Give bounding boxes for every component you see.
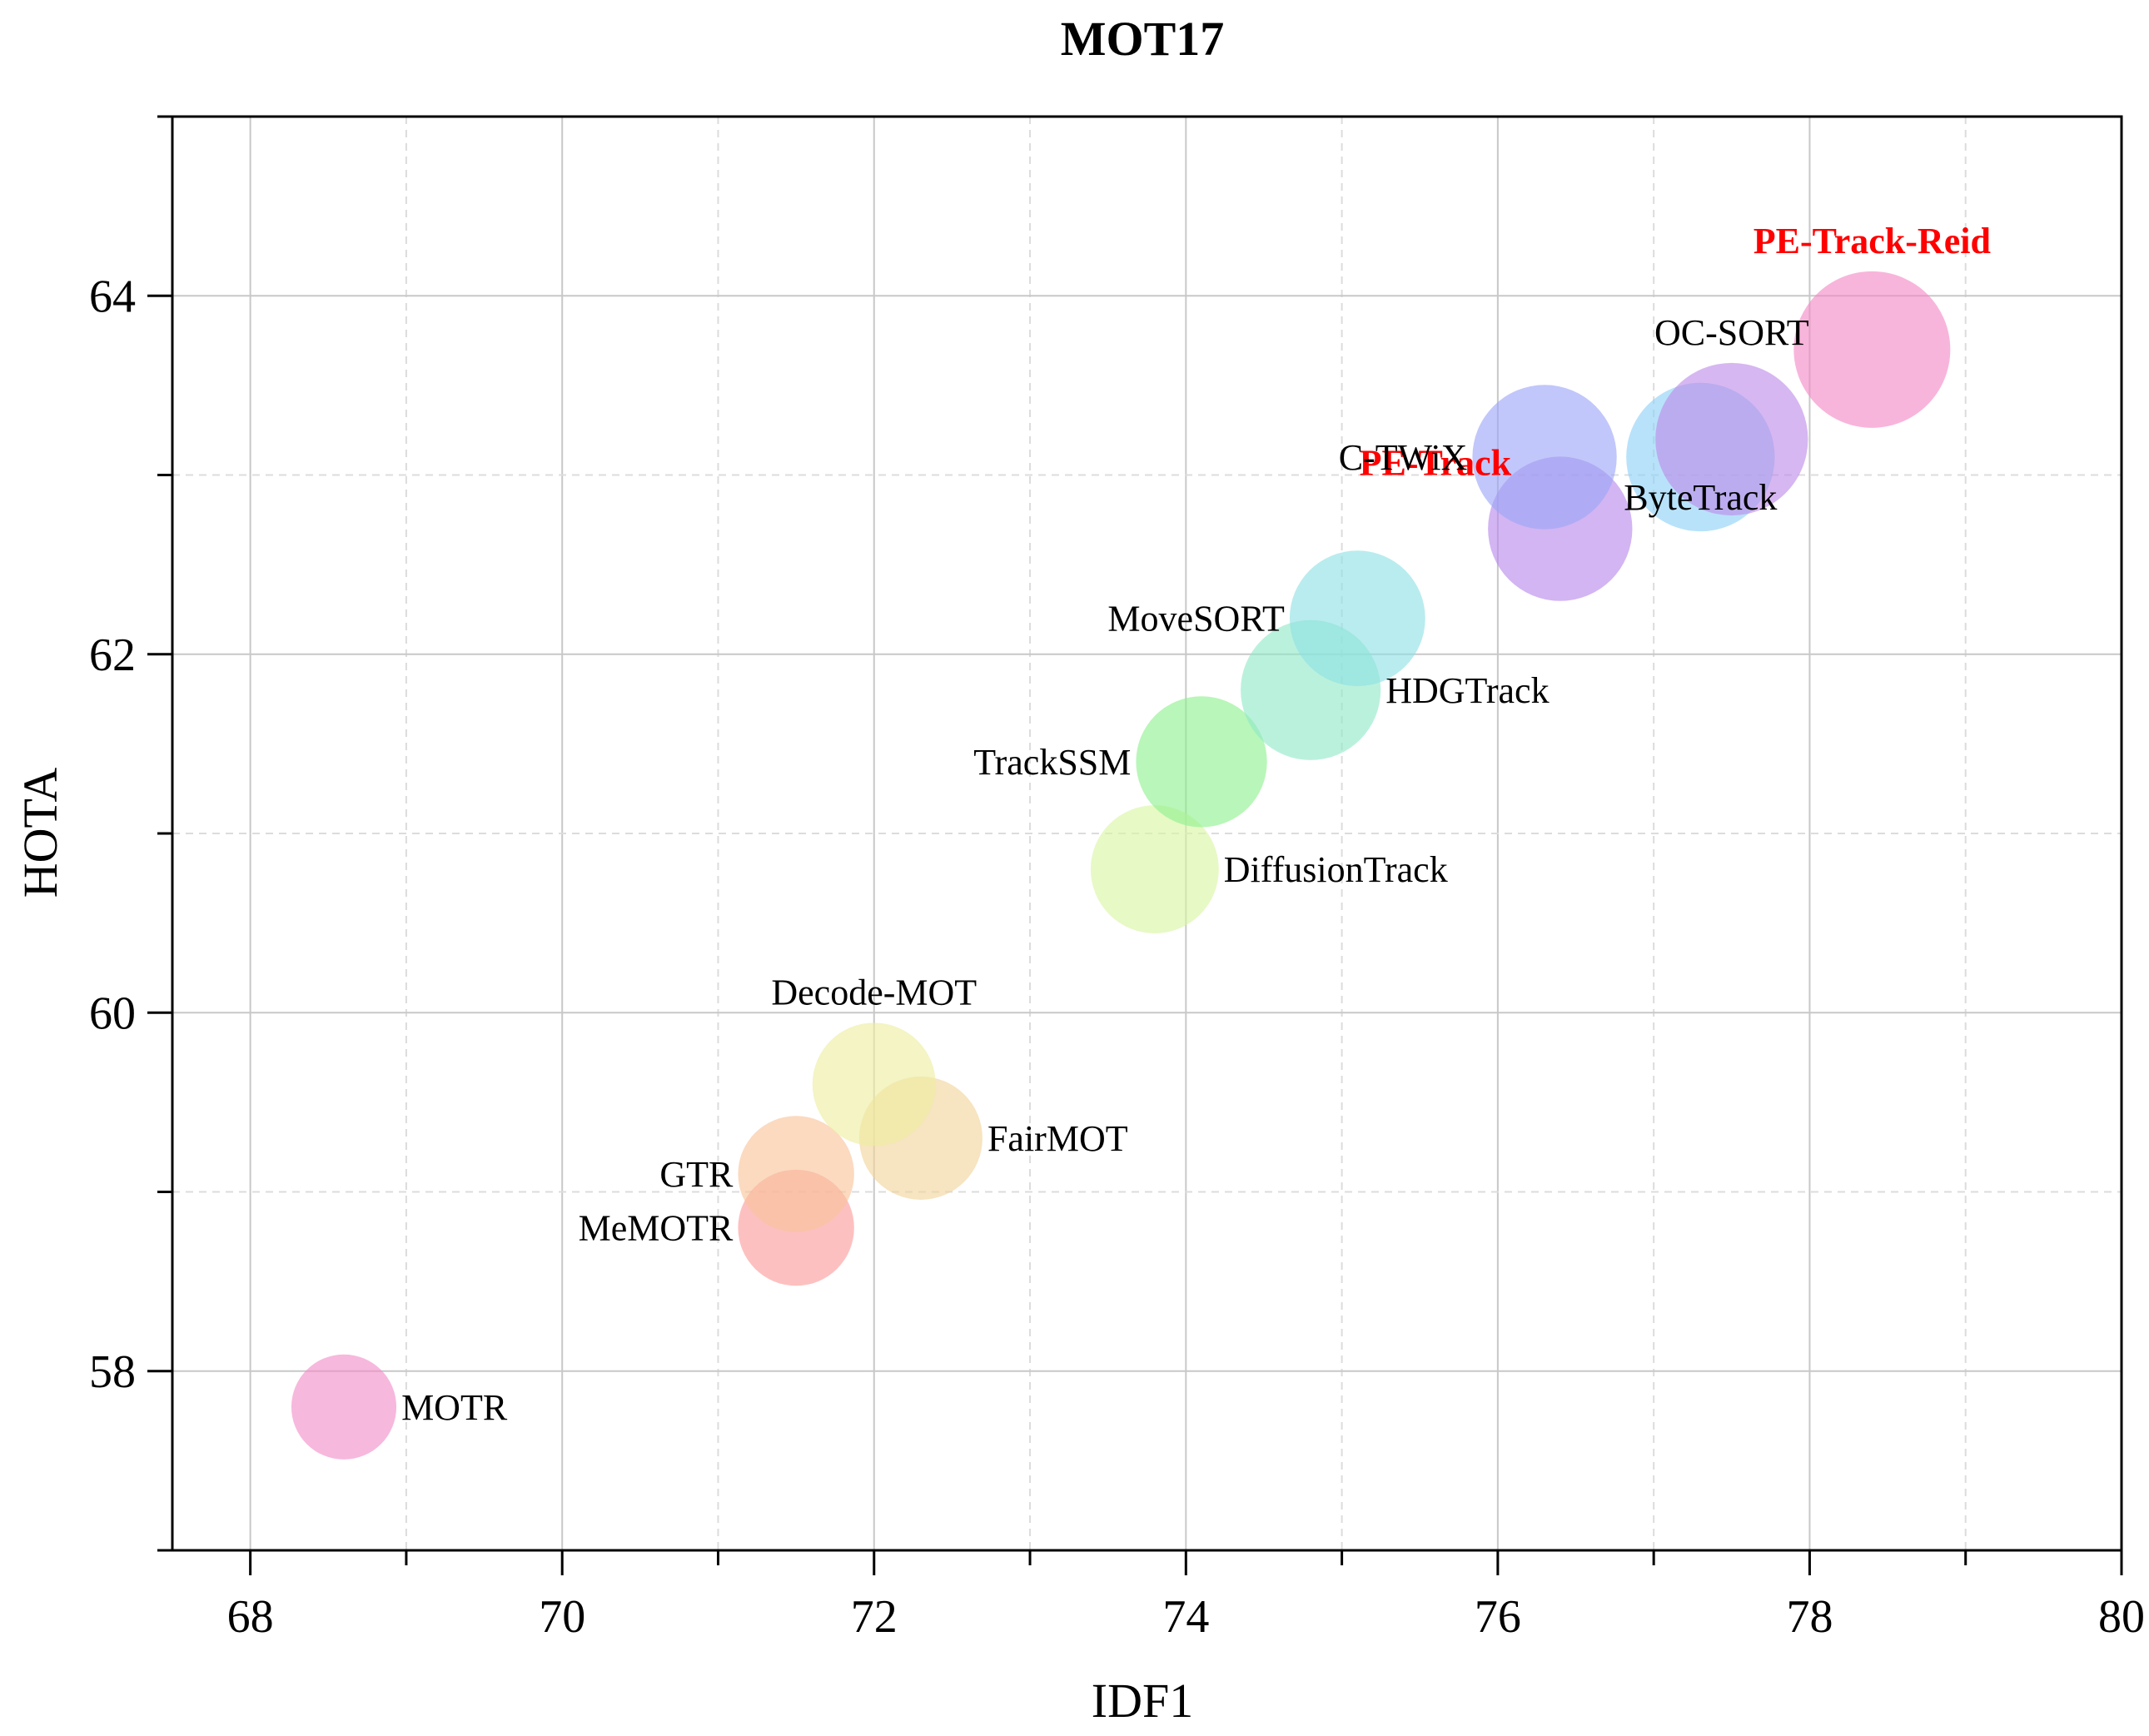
bubble-c-twix xyxy=(1472,385,1617,530)
bubble-labels: MOTR MeMOTR GTR FairMOT Decode-MOT DiffusionT… xyxy=(401,221,1991,1428)
label-diffusiontrack: DiffusionTrack xyxy=(1224,849,1448,890)
label-trackssm: TrackSSM xyxy=(973,742,1131,783)
label-c-twix: C-TWiX xyxy=(1339,437,1468,478)
label-gtr: GTR xyxy=(659,1154,734,1195)
x-tick-label: 68 xyxy=(227,1591,274,1643)
axes xyxy=(147,115,2123,1575)
bubble-movesort xyxy=(1289,550,1425,687)
y-tick-label: 64 xyxy=(89,271,136,322)
label-bytetrack: ByteTrack xyxy=(1624,477,1777,518)
label-memotr: MeMOTR xyxy=(579,1208,734,1249)
x-tick-label: 80 xyxy=(2098,1591,2145,1643)
label-oc-sort: OC-SORT xyxy=(1654,312,1809,353)
y-tick-label: 60 xyxy=(89,987,136,1039)
chart-title: MOT17 xyxy=(1061,12,1225,66)
bubble-motr xyxy=(291,1354,397,1460)
y-axis-title: HOTA xyxy=(13,768,67,898)
x-tick-label: 76 xyxy=(1475,1591,1521,1643)
label-motr: MOTR xyxy=(401,1387,508,1428)
bubble-diffusiontrack xyxy=(1090,805,1219,933)
bubble-oc-sort xyxy=(1655,362,1808,516)
x-axis-title: IDF1 xyxy=(1092,1674,1193,1728)
x-tick-label: 74 xyxy=(1162,1591,1209,1643)
y-tick-label: 58 xyxy=(89,1346,136,1398)
tick-labels: 68 70 72 74 76 78 80 58 60 62 64 xyxy=(89,271,2145,1643)
bubble-trackssm xyxy=(1136,696,1267,828)
x-tick-label: 70 xyxy=(539,1591,585,1643)
y-tick-label: 62 xyxy=(89,629,136,681)
x-tick-label: 78 xyxy=(1786,1591,1833,1643)
label-pe-track: PE-Track xyxy=(1360,442,1512,483)
label-fairmot: FairMOT xyxy=(987,1118,1128,1159)
bubble-gtr xyxy=(738,1116,854,1232)
label-movesort: MoveSORT xyxy=(1107,599,1285,639)
label-decode-mot: Decode-MOT xyxy=(771,972,977,1012)
bubbles xyxy=(291,271,1951,1460)
label-hdgtrack: HDGTrack xyxy=(1385,670,1549,711)
bubble-decode-mot xyxy=(812,1022,936,1147)
bubble-pe-track-reid xyxy=(1793,271,1951,428)
label-pe-track-reid: PE-Track-Reid xyxy=(1754,221,1991,261)
x-tick-label: 72 xyxy=(851,1591,898,1643)
